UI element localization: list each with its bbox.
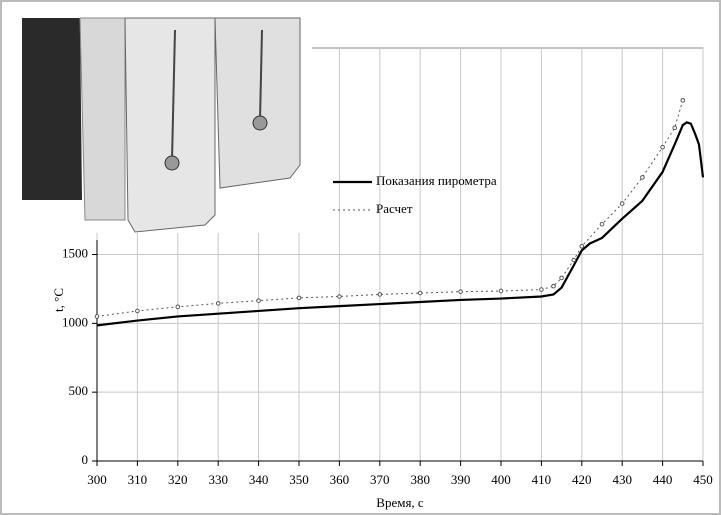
- y-tick-label: 1500: [62, 245, 88, 260]
- x-tick-label: 400: [491, 472, 511, 487]
- x-tick-label: 310: [128, 472, 148, 487]
- y-tick-label: 0: [82, 452, 89, 467]
- x-tick-label: 430: [612, 472, 632, 487]
- x-tick-label: 340: [249, 472, 269, 487]
- data-point: [377, 292, 383, 297]
- series-line: [96, 121, 705, 327]
- legend-label: Показания пирометра: [376, 173, 497, 188]
- x-tick-label: 450: [693, 472, 713, 487]
- data-point: [256, 298, 261, 303]
- data-point: [337, 294, 342, 299]
- data-point: [579, 243, 585, 249]
- data-point: [417, 290, 423, 296]
- data-point: [640, 175, 645, 180]
- inset-image: [22, 17, 312, 233]
- x-axis-label: Время, с: [376, 495, 424, 510]
- data-point: [559, 275, 564, 281]
- data-point: [619, 201, 625, 206]
- y-tick-label: 1000: [62, 314, 88, 329]
- x-tick-label: 370: [370, 472, 390, 487]
- x-tick-label: 420: [572, 472, 592, 487]
- x-tick-label: 350: [289, 472, 309, 487]
- x-tick-label: 300: [87, 472, 107, 487]
- x-tick-label: 440: [653, 472, 673, 487]
- data-point: [571, 257, 577, 263]
- data-point: [680, 98, 686, 103]
- data-point: [135, 308, 140, 314]
- data-point: [551, 283, 556, 289]
- data-point: [215, 301, 221, 306]
- data-point: [175, 304, 181, 310]
- x-tick-label: 320: [168, 472, 188, 487]
- x-tick-label: 360: [330, 472, 350, 487]
- x-tick-label: 380: [410, 472, 430, 487]
- data-point: [498, 288, 504, 294]
- x-tick-label: 410: [532, 472, 552, 487]
- series-line: [96, 100, 684, 317]
- data-point: [599, 221, 605, 227]
- y-axis-label: t, °C: [51, 288, 66, 312]
- data-point: [660, 144, 665, 150]
- data-point: [94, 314, 100, 319]
- data-point: [539, 287, 544, 292]
- data-point: [458, 289, 463, 294]
- x-tick-label: 390: [451, 472, 471, 487]
- data-point: [296, 295, 302, 301]
- data-point: [672, 125, 678, 131]
- x-tick-label: 330: [208, 472, 228, 487]
- legend-label: Расчет: [376, 201, 413, 216]
- y-tick-label: 500: [69, 383, 89, 398]
